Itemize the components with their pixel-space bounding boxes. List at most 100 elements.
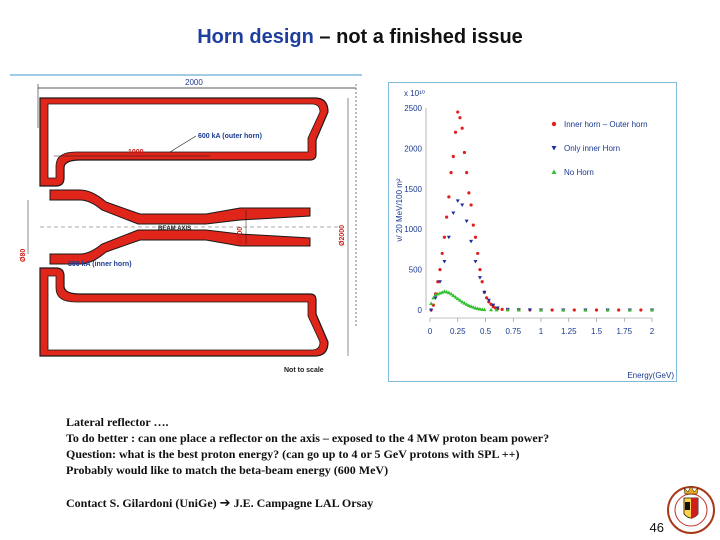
- data-point: [469, 304, 474, 308]
- data-point: [444, 289, 449, 294]
- data-point: [467, 191, 471, 195]
- x-tick-label: 1.75: [616, 327, 632, 336]
- data-point: [445, 215, 449, 219]
- data-point: [453, 130, 458, 134]
- contact-line: Contact S. Gilardoni (UniGe) ➔ J.E. Camp…: [66, 496, 373, 511]
- legend-label: Only inner Horn: [564, 144, 620, 153]
- data-point: [500, 307, 504, 311]
- dim-phi80-label: Ø80: [20, 249, 27, 262]
- data-point: [431, 295, 436, 300]
- data-point: [442, 260, 447, 264]
- legend-label: Inner horn – Outer horn: [564, 120, 648, 129]
- plot-area: 0 0.25 0.5 0.75 1 1.25 1.5 1.75 2 0 500 1000 1500 200…: [404, 104, 655, 336]
- y-tick-label: 1000: [404, 225, 422, 234]
- x-tick-label: 1: [539, 327, 544, 336]
- outer-horn-lower-inner: [47, 275, 321, 351]
- data-point: [462, 150, 467, 155]
- legend-marker: [551, 121, 557, 127]
- inner-horn-lower: [49, 229, 311, 265]
- data-point: [437, 280, 442, 284]
- notes-line-2: To do better : can one place a reflector…: [66, 431, 550, 445]
- data-point: [561, 308, 566, 312]
- data-point: [527, 308, 532, 312]
- slide-title: Horn design – not a finished issue: [0, 26, 720, 49]
- title-highlight: Horn design: [197, 26, 314, 48]
- data-point: [627, 308, 632, 312]
- data-point: [491, 303, 496, 308]
- data-point: [482, 290, 487, 295]
- notes-line-4: Probably would like to match the beta-be…: [66, 463, 389, 477]
- data-point: [516, 308, 521, 312]
- data-point: [460, 203, 465, 207]
- data-point: [495, 306, 500, 310]
- data-point: [455, 199, 460, 203]
- data-point: [639, 308, 643, 312]
- data-point: [451, 211, 456, 216]
- title-rest: – not a finished issue: [313, 26, 523, 48]
- flux-chart: 0 0.25 0.5 0.75 1 1.25 1.5 1.75 2 0 500 1000 1500 200…: [388, 82, 677, 382]
- data-point: [464, 219, 469, 224]
- y-tick-label: 2500: [404, 104, 422, 113]
- data-point: [605, 308, 610, 312]
- data-point: [471, 305, 476, 309]
- y-tick-label: 500: [409, 266, 423, 275]
- slide-notes: Lateral reflector …. To do better : can …: [66, 414, 549, 478]
- data-point: [455, 296, 460, 301]
- data-point: [451, 154, 455, 159]
- legend-marker: [551, 169, 557, 174]
- data-point: [617, 308, 621, 312]
- data-point: [446, 290, 451, 295]
- data-point: [489, 307, 494, 312]
- data-point: [438, 268, 442, 272]
- data-point: [473, 260, 478, 264]
- data-point: [464, 302, 469, 306]
- data-point: [462, 301, 467, 305]
- data-point: [466, 303, 471, 308]
- data-point: [429, 301, 434, 306]
- data-point: [457, 298, 462, 302]
- data-point: [482, 307, 487, 312]
- horn-diagram: 2000 BEAM AXIS 600 kA (outer horn) 1000 …: [10, 74, 362, 374]
- data-point: [456, 110, 460, 114]
- data-point: [494, 307, 499, 312]
- data-point: [480, 280, 484, 284]
- dim-1000-label: 1000: [128, 149, 144, 156]
- data-point: [505, 307, 510, 312]
- data-point: [471, 223, 475, 227]
- y-multiplier: x 10¹⁰: [404, 89, 425, 98]
- data-point: [451, 293, 456, 297]
- data-point: [465, 171, 469, 175]
- y-tick-label: 2000: [404, 144, 422, 153]
- dim-2000-label: 2000: [185, 78, 203, 87]
- outer-horn-upper-inner: [47, 103, 321, 179]
- x-axis-label: Energy(GeV): [627, 371, 674, 380]
- legend-label: No Horn: [564, 168, 594, 177]
- x-tick-label: 0: [428, 327, 433, 336]
- x-tick-label: 0.75: [505, 327, 521, 336]
- label-600ka: 600 kA (outer horn): [198, 133, 262, 140]
- notes-line-1: Lateral reflector ….: [66, 415, 169, 429]
- not-to-scale-label: Not to scale: [284, 367, 324, 374]
- label-300ka: 300 kA (inner horn): [68, 261, 132, 268]
- chart-frame: [388, 82, 677, 382]
- data-point: [440, 251, 444, 256]
- y-tick-label: 0: [418, 306, 423, 315]
- data-point: [449, 291, 454, 296]
- data-point: [476, 251, 480, 256]
- data-point: [449, 171, 453, 175]
- notes-line-3: Question: what is the best proton energy…: [66, 447, 520, 461]
- data-point: [478, 268, 482, 272]
- data-point: [486, 298, 491, 303]
- x-tick-label: 0.5: [480, 327, 492, 336]
- data-point: [583, 308, 588, 312]
- data-point: [442, 235, 447, 239]
- y-axis-label: ν/ 20 MeV/100 m²: [395, 178, 404, 241]
- data-point: [473, 235, 478, 239]
- data-point: [473, 305, 478, 310]
- data-point: [446, 235, 451, 240]
- dim-phi2000-label: Ø2000: [339, 225, 346, 246]
- x-tick-label: 2: [650, 327, 655, 336]
- arrow-right-icon: ➔: [219, 496, 231, 511]
- data-point: [489, 302, 493, 306]
- contact-part-2: J.E. Campagne LAL Orsay: [230, 496, 374, 510]
